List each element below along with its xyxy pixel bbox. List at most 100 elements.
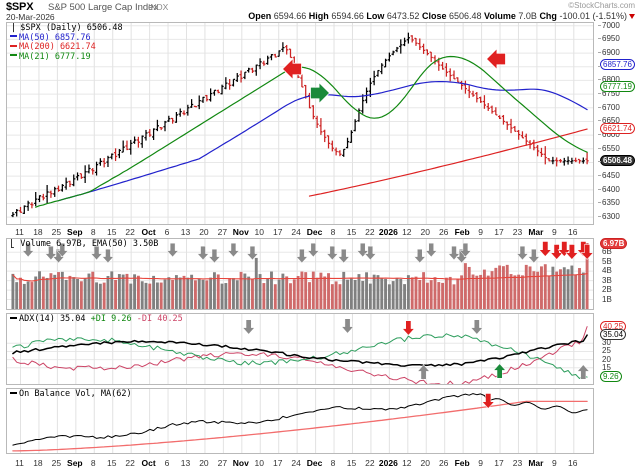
x-tick-23: 23	[512, 227, 523, 237]
x-tick-18: 18	[33, 227, 43, 237]
x-tick-22: 22	[365, 458, 375, 468]
x-tick-10: 10	[254, 458, 264, 468]
price-y-tick-6800: 6800	[602, 75, 620, 85]
volume-y-tick-2b: 2B	[602, 285, 612, 295]
annotation-arrow-red-2	[485, 47, 506, 71]
adx-panel[interactable]: ADX(14) 35.04 +DI 9.26 -DI 40.25	[6, 313, 594, 385]
x-tick-20: 20	[199, 458, 209, 468]
quote-summary: Open 6594.66 High 6594.66 Low 6473.52 Cl…	[248, 11, 635, 21]
close-value: 6506.48	[448, 11, 482, 21]
price-y-tick-6550: 6550	[602, 143, 620, 153]
price-tick-mark	[598, 134, 601, 136]
price-y-marker-blue: 6857.76	[600, 58, 635, 70]
volume-label: Volume	[484, 11, 516, 21]
price-tick-mark	[598, 202, 601, 204]
volume-arrow-gray	[326, 245, 339, 261]
obv-arrow-red	[481, 393, 495, 409]
x-tick-27: 27	[217, 227, 228, 237]
ma200-swatch-icon	[10, 44, 17, 47]
x-tick-15: 15	[106, 227, 117, 237]
legend-ma21: MA(21) 6777.19	[10, 52, 123, 63]
adx-y-tick-20: 20	[602, 354, 611, 364]
volume-bars-icon: ⎣	[10, 239, 16, 249]
x-tick-mar: Mar	[528, 458, 544, 468]
obv-plot	[12, 389, 588, 453]
adx-y-marker-dark: 35.04	[600, 329, 627, 341]
x-tick-25: 25	[51, 227, 62, 237]
high-label: High	[308, 11, 329, 21]
adx-arrow-green-up	[493, 363, 507, 379]
adx-legend: ADX(14) 35.04 +DI 9.26 -DI 40.25	[10, 314, 183, 325]
price-y-tick-7000: 7000	[602, 20, 620, 30]
x-tick-22: 22	[125, 227, 135, 237]
price-y-marker-black: 6506.48	[600, 154, 635, 166]
price-panel[interactable]: ⎟ $SPX (Daily) 6506.48 MA(50) 6857.76 MA…	[6, 22, 594, 225]
volume-arrow-gray	[227, 242, 240, 258]
volume-y-tick-4b: 4B	[602, 266, 612, 276]
x-tick-11: 11	[15, 458, 24, 468]
x-tick-6: 6	[164, 227, 170, 237]
bar-chart-icon: ⎟	[10, 23, 16, 33]
volume-legend-text: Volume 6.97B, EMA(50) 3.50B	[20, 239, 159, 249]
adx-arrow-red-down	[401, 320, 415, 336]
x-tick-8: 8	[90, 227, 96, 237]
x-tick-16: 16	[568, 458, 578, 468]
x-tick-11: 11	[15, 227, 24, 237]
x-tick-nov: Nov	[232, 458, 249, 468]
x-tick-dec: Dec	[306, 458, 323, 468]
adx-arrow-gray-down-3	[242, 319, 256, 335]
price-tick-mark	[598, 52, 601, 54]
x-tick-sep: Sep	[67, 458, 83, 468]
price-y-tick-6900: 6900	[602, 48, 620, 58]
x-tick-nov: Nov	[232, 227, 249, 237]
volume-arrow-red	[580, 244, 593, 260]
x-tick-8: 8	[90, 458, 96, 468]
change-label: Chg	[539, 11, 557, 21]
x-tick-8: 8	[330, 227, 336, 237]
volume-legend: ⎣ Volume 6.97B, EMA(50) 3.50B	[10, 239, 159, 250]
price-tick-mark	[598, 106, 601, 108]
price-y-marker-green: 6777.19	[600, 80, 635, 92]
price-y-tick-6650: 6650	[602, 116, 620, 126]
volume-panel[interactable]: ⎣ Volume 6.97B, EMA(50) 3.50B	[6, 238, 594, 310]
exchange-label: INDX	[148, 2, 169, 12]
x-tick-17: 17	[494, 227, 504, 237]
price-tick-mark	[598, 175, 601, 177]
change-value: -100.01 (-1.51%)	[559, 11, 627, 21]
x-tick-15: 15	[106, 458, 117, 468]
volume-arrow-gray	[527, 248, 540, 264]
volume-arrow-red	[549, 244, 564, 260]
price-tick-mark	[598, 161, 601, 163]
x-axis-price: 11 18 25 Sep 8 15 22 Oct 6 13 20 27 Nov 10 17 24 Dec 8 15 2…	[6, 227, 594, 239]
adx-y-tick-30: 30	[602, 338, 611, 348]
down-triangle-icon	[629, 14, 635, 20]
obv-legend-text: On Balance Vol, MA(62)	[19, 389, 132, 399]
open-value: 6594.66	[273, 11, 307, 21]
x-tick-9: 9	[551, 227, 557, 237]
x-tick-26: 26	[438, 458, 449, 468]
adx-plot	[7, 314, 593, 384]
price-tick-mark	[598, 79, 601, 81]
ticker-symbol: $SPX	[6, 1, 34, 13]
x-tick-12: 12	[402, 458, 412, 468]
adx-y-marker-green: 9.26	[600, 371, 622, 383]
obv-panel[interactable]: On Balance Vol, MA(62)	[6, 388, 594, 454]
volume-y-tick-5b: 5B	[602, 256, 612, 266]
price-y-tick-6450: 6450	[602, 171, 620, 181]
legend-ma50: MA(50) 6857.76	[10, 33, 123, 44]
price-y-tick-6600: 6600	[602, 130, 620, 140]
price-y-tick-6850: 6850	[602, 61, 620, 71]
plus-di-legend-text: +DI 9.26	[90, 314, 132, 324]
x-tick-2026: 2026	[378, 227, 398, 237]
copyright-icon: ©	[568, 1, 575, 10]
adx-arrow-gray-down-1	[341, 318, 355, 334]
legend-ma200: MA(200) 6621.74	[10, 42, 123, 53]
adx-y-tick-25: 25	[602, 346, 611, 356]
volume-arrow-gray	[337, 248, 350, 264]
price-tick-mark	[598, 38, 601, 40]
price-legend: ⎟ $SPX (Daily) 6506.48 MA(50) 6857.76 MA…	[10, 23, 123, 63]
x-tick-feb: Feb	[454, 227, 470, 237]
x-tick-26: 26	[438, 227, 449, 237]
x-tick-23: 23	[512, 458, 523, 468]
